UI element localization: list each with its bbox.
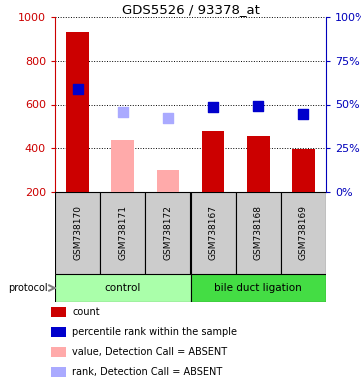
Text: GSM738170: GSM738170 (73, 205, 82, 260)
Bar (292, 149, 315, 192)
Bar (51, 347, 66, 357)
Bar (247, 136, 270, 192)
Text: GSM738169: GSM738169 (299, 205, 308, 260)
Text: rank, Detection Call = ABSENT: rank, Detection Call = ABSENT (72, 367, 222, 377)
Text: count: count (72, 307, 100, 317)
Point (120, 109, 126, 115)
Bar (191, 274, 326, 302)
Bar (51, 307, 66, 317)
Text: bile duct ligation: bile duct ligation (214, 283, 302, 293)
Point (255, 103, 261, 109)
Bar (191, 192, 236, 274)
Bar (51, 367, 66, 377)
Title: GDS5526 / 93378_at: GDS5526 / 93378_at (122, 3, 260, 16)
Bar (236, 192, 281, 274)
Text: GSM738172: GSM738172 (164, 205, 173, 260)
Bar (66, 32, 89, 192)
Bar (145, 192, 191, 274)
Text: GSM738171: GSM738171 (118, 205, 127, 260)
Text: GSM738167: GSM738167 (209, 205, 218, 260)
Text: value, Detection Call = ABSENT: value, Detection Call = ABSENT (72, 347, 227, 357)
Bar (157, 170, 179, 192)
Bar (100, 192, 145, 274)
Bar (281, 192, 326, 274)
Point (300, 111, 306, 117)
Text: protocol: protocol (8, 283, 48, 293)
Point (75, 86, 81, 92)
Point (165, 114, 171, 121)
Bar (112, 139, 134, 192)
Bar (55, 192, 100, 274)
Bar (51, 327, 66, 337)
Bar (55, 274, 191, 302)
Text: percentile rank within the sample: percentile rank within the sample (72, 327, 237, 337)
Text: control: control (105, 283, 141, 293)
Bar (202, 131, 225, 192)
Point (210, 104, 216, 110)
Text: GSM738168: GSM738168 (254, 205, 263, 260)
